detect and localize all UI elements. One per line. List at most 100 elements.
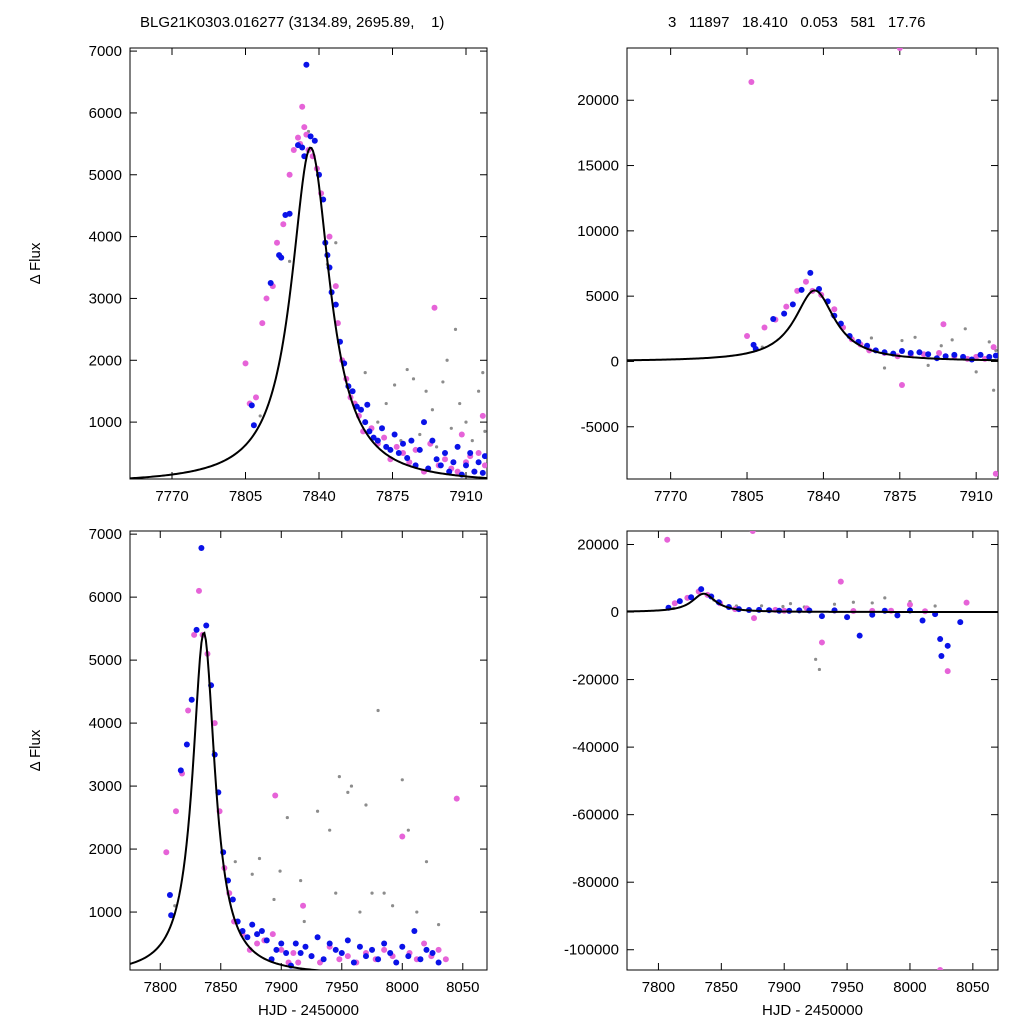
data-point-blue	[387, 446, 394, 453]
data-point-blue	[869, 611, 876, 618]
data-point-gray	[278, 869, 282, 873]
data-layer	[130, 61, 487, 479]
data-point-blue	[273, 946, 280, 953]
data-point-pink	[802, 278, 809, 285]
model-curve	[627, 592, 998, 613]
x-tick-label: 7770	[155, 488, 188, 505]
data-point-blue	[356, 943, 363, 950]
data-point-blue	[248, 402, 255, 409]
data-point-pink	[301, 124, 308, 131]
data-point-pink	[326, 233, 333, 240]
data-point-blue	[951, 351, 958, 358]
data-point-blue	[244, 934, 251, 941]
x-tick-label: 7800	[144, 979, 177, 996]
data-point-blue	[350, 959, 357, 966]
y-tick-label: 5000	[89, 652, 122, 669]
data-point-blue	[798, 286, 805, 293]
data-point-gray	[435, 445, 439, 449]
data-point-gray	[299, 878, 303, 883]
data-point-pink	[172, 808, 179, 815]
panel-bottom-right: -100000 -80000 -60000 -40000 -20000 0 20000 780…	[564, 530, 999, 1019]
y-tick-label: 4000	[89, 715, 122, 732]
data-point-pink	[263, 295, 270, 302]
data-point-blue	[177, 767, 184, 774]
data-point-pink	[906, 601, 913, 608]
data-point-blue	[391, 431, 398, 438]
data-point-gray	[376, 708, 380, 713]
data-point-blue	[417, 956, 424, 963]
data-point-blue	[308, 953, 315, 960]
data-point-pink	[332, 283, 339, 290]
data-point-pink	[783, 303, 790, 310]
y-tick-label: -5000	[581, 419, 619, 436]
y-tick-label: 0	[611, 604, 619, 621]
data-point-blue	[375, 956, 382, 963]
data-point-gray	[405, 367, 409, 372]
data-point-gray	[302, 919, 306, 924]
data-point-blue	[481, 453, 487, 460]
data-point-gray	[974, 370, 978, 374]
data-point-gray	[430, 408, 434, 412]
data-point-gray	[992, 388, 996, 392]
data-point-blue	[450, 459, 457, 466]
data-point-blue	[254, 931, 261, 938]
data-point-pink	[479, 412, 486, 419]
data-point-pink	[290, 147, 297, 154]
data-layer	[627, 48, 998, 477]
data-point-gray	[851, 600, 855, 604]
data-point-blue	[183, 741, 190, 748]
data-point-gray	[759, 604, 764, 608]
data-point-pink	[381, 946, 388, 953]
data-point-blue	[188, 696, 195, 703]
data-point-gray	[272, 897, 276, 902]
x-axis-label: HJD - 2450000	[762, 1002, 863, 1019]
data-point-blue	[374, 437, 381, 444]
y-tick-label: 20000	[577, 92, 619, 109]
y-tick-label: 7000	[89, 43, 122, 60]
data-point-pink	[749, 531, 756, 534]
data-point-blue	[387, 949, 394, 956]
data-point-blue	[856, 632, 863, 639]
data-point-blue	[278, 254, 285, 261]
data-point-blue	[203, 622, 210, 629]
data-point-pink	[837, 578, 844, 585]
x-tick-label: 8050	[956, 979, 989, 996]
data-point-blue	[937, 636, 944, 643]
data-point-pink	[896, 48, 903, 51]
data-point-pink	[431, 304, 438, 311]
data-point-blue	[986, 353, 993, 360]
data-point-pink	[435, 946, 442, 953]
x-tick-label: 7850	[705, 979, 738, 996]
data-point-pink	[274, 239, 280, 246]
data-point-pink	[185, 707, 192, 714]
panel-top-left: 1000 2000 3000 4000 5000 6000 7000 7770 7805 7840…	[27, 43, 488, 505]
data-point-blue	[442, 450, 448, 457]
data-point-pink	[290, 949, 297, 956]
data-point-pink	[937, 967, 944, 970]
data-point-gray	[358, 910, 362, 914]
data-point-gray	[883, 596, 887, 600]
data-point-pink	[278, 946, 285, 953]
data-point-gray	[436, 923, 441, 927]
data-point-pink	[458, 431, 465, 438]
y-tick-label: -20000	[572, 672, 619, 689]
y-tick-label: 2000	[89, 841, 122, 858]
data-point-blue	[408, 437, 415, 444]
data-point-gray	[415, 910, 419, 914]
data-point-gray	[257, 856, 262, 861]
data-point-gray	[913, 335, 917, 339]
y-axis-label: Δ Flux	[27, 242, 44, 284]
data-point-gray	[334, 241, 338, 245]
data-point-blue	[383, 443, 390, 450]
y-axis-label: Δ Flux	[27, 729, 44, 771]
data-point-blue	[250, 422, 257, 429]
data-point-blue	[698, 586, 705, 593]
data-point-blue	[446, 468, 453, 475]
data-point-blue	[302, 943, 309, 950]
data-point-gray	[449, 426, 453, 430]
data-point-blue	[807, 269, 814, 276]
data-point-blue	[320, 956, 327, 963]
data-point-gray	[382, 891, 386, 895]
plot-frame	[626, 530, 999, 971]
x-axis-label: HJD - 2450000	[258, 1002, 359, 1019]
